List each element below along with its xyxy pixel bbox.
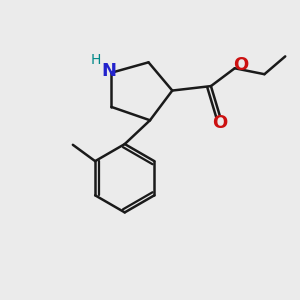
Text: O: O	[212, 114, 227, 132]
Text: N: N	[101, 62, 116, 80]
Text: H: H	[91, 53, 101, 67]
Text: O: O	[234, 56, 249, 74]
